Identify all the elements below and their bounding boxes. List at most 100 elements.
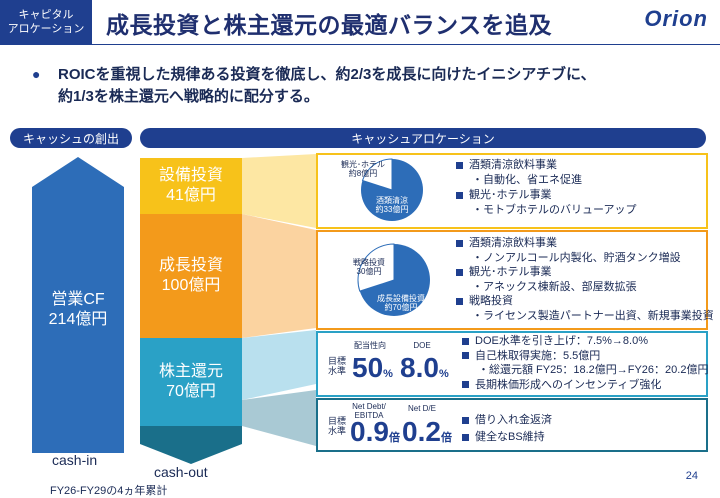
company-logo: Orion: [644, 6, 708, 31]
cash-in-arrow: [32, 157, 124, 453]
growth-item-5: 戦略投資: [456, 294, 714, 309]
square-bullet-icon: [456, 268, 463, 276]
section-tag: キャピタル アロケーション: [0, 0, 92, 44]
page-title: 成長投資と株主還元の最適バランスを追及: [106, 12, 553, 38]
summary-text: ROICを重視した規律ある投資を徹底し、約2/3を成長に向けたイニシアチブに、 …: [58, 64, 698, 108]
square-bullet-icon: [462, 416, 469, 424]
square-bullet-icon: [462, 381, 469, 389]
capex-item-3-text: 観光･ホテル事業: [469, 189, 552, 201]
cash-out-arrow: [140, 426, 242, 464]
debt-details: 借り入れ金返済 健全なBS維持: [462, 412, 552, 446]
debt-target-label: 目標 水準: [326, 416, 348, 436]
return-item-1-text: DOE水準を引き上げ：7.5%→8.0%: [475, 335, 648, 347]
growth-item-1-text: 酒類清涼飲料事業: [469, 237, 557, 249]
return-item-3: ・総還元額 FY25：18.2億円→FY26：20.2億円: [478, 364, 709, 376]
square-bullet-icon: [462, 433, 469, 441]
growth-item-3-text: 観光･ホテル事業: [469, 266, 552, 278]
return-segment: 株主還元 70億円: [140, 338, 242, 426]
growth-item-1: 酒類清涼飲料事業: [456, 236, 714, 251]
page-number: 24: [685, 470, 698, 482]
capex-item-2: ・自動化、省エネ促進: [472, 174, 582, 186]
debt-item-2: 健全なBS維持: [462, 429, 552, 446]
cash-allocation-header: キャッシュアロケーション: [140, 128, 706, 148]
net-de-label: Net D/E: [407, 404, 436, 413]
capex-pie-large-value: 約33億円: [375, 205, 409, 214]
capex-pie-small-slice: [361, 158, 393, 191]
capex-item-4: ・モトブホテルのバリューアップ: [472, 204, 637, 216]
growth-pie-large-label: 成長設備投資 約70億円: [366, 294, 436, 312]
net-debt-ebitda-value: 0.9: [350, 416, 389, 447]
square-bullet-icon: [462, 352, 469, 360]
capex-item-3: 観光･ホテル事業: [456, 188, 637, 203]
square-bullet-icon: [456, 297, 463, 305]
capex-pie-large-label: 酒類清涼 約33億円: [362, 196, 422, 214]
net-de-metric: 0.2倍: [402, 418, 452, 446]
return-item-4-text: 長期株価形成へのインセンティブ強化: [475, 378, 662, 391]
net-debt-ebitda-metric: 0.9倍: [350, 418, 400, 446]
net-debt-ebitda-label: Net Debt/ EBITDA: [346, 402, 392, 420]
growth-pie-large-value: 約70億円: [384, 303, 418, 312]
capex-name: 設備投資: [158, 167, 223, 184]
net-debt-ebitda-unit: 倍: [388, 432, 400, 444]
capex-item-1: 酒類清涼飲料事業: [456, 158, 637, 173]
debt-target-line1: 目標: [327, 416, 346, 426]
growth-segment: 成長投資 100億円: [140, 214, 242, 338]
capex-pie-chart: [361, 158, 423, 221]
return-target-line1: 目標: [327, 356, 346, 366]
doe-value: 8.0: [400, 352, 439, 383]
growth-pie-small-slice: [357, 243, 395, 292]
square-bullet-icon: [456, 161, 463, 169]
growth-amount: 100億円: [161, 277, 221, 294]
return-item-4: 長期株価形成へのインセンティブ強化: [462, 378, 708, 393]
summary-line-2: 約1/3を株主還元へ戦略的に配分する。: [58, 88, 319, 105]
debt-target-line2: 水準: [327, 426, 346, 436]
capex-pie-small-name: 観光･ホテル: [341, 160, 385, 169]
capex-details: 酒類清涼飲料事業 ・自動化、省エネ促進 観光･ホテル事業 ・モトブホテルのバリュ…: [456, 158, 637, 218]
growth-name: 成長投資: [158, 257, 223, 274]
net-de-value: 0.2: [402, 416, 441, 447]
doe-label: DOE: [413, 341, 431, 350]
growth-pie-large-name: 成長設備投資: [377, 294, 425, 303]
growth-pie-small-name: 戦略投資: [353, 258, 385, 267]
debt-panel: [316, 398, 708, 452]
period-note: FY26-FY29の4ヵ年累計: [50, 485, 168, 497]
growth-item-6: ・ライセンス製造パートナー出資、新規事業投資: [472, 309, 714, 322]
return-target-line2: 水準: [327, 366, 346, 376]
square-bullet-icon: [456, 239, 463, 247]
debt-item-1-text: 借り入れ金返済: [475, 414, 552, 426]
payout-ratio-value: 50: [352, 352, 384, 383]
payout-ratio-label: 配当性向: [354, 341, 386, 350]
capex-pie-large-name: 酒類清涼: [376, 196, 408, 205]
net-de-unit: 倍: [440, 432, 452, 444]
growth-item-3: 観光･ホテル事業: [456, 265, 714, 280]
return-name: 株主還元: [158, 363, 223, 380]
return-target-label: 目標 水準: [326, 356, 348, 376]
payout-ratio-metric: 50%: [352, 354, 393, 382]
operating-cf-title: 営業CF: [51, 291, 105, 308]
growth-pie-chart: [357, 243, 430, 316]
section-tag-line1: キャピタル: [18, 9, 74, 21]
cash-out-caption: cash-out: [154, 464, 208, 480]
cash-in-caption: cash-in: [52, 452, 98, 468]
cash-creation-header: キャッシュの創出: [10, 128, 132, 148]
doe-unit: %: [438, 368, 449, 380]
square-bullet-icon: [462, 337, 469, 345]
capex-amount: 41億円: [166, 187, 216, 204]
header-divider: [0, 44, 720, 45]
debt-item-1: 借り入れ金返済: [462, 412, 552, 429]
doe-metric: 8.0%: [400, 354, 449, 382]
return-amount: 70億円: [166, 383, 216, 400]
growth-details: 酒類清涼飲料事業 ・ノンアルコール内製化、貯酒タンク増設 観光･ホテル事業 ・ア…: [456, 236, 714, 323]
capex-item-1-text: 酒類清涼飲料事業: [469, 159, 557, 171]
debt-item-2-text: 健全なBS維持: [475, 431, 545, 443]
growth-item-5-text: 戦略投資: [469, 295, 513, 307]
growth-item-2: ・ノンアルコール内製化、貯酒タンク増設: [472, 251, 681, 264]
operating-cf-amount: 214億円: [48, 311, 108, 328]
growth-pie-small-value: 30億円: [356, 267, 382, 276]
net-debt-ebitda-label-line2: EBITDA: [354, 411, 384, 420]
growth-item-4: ・アネックス棟新設、部屋数拡張: [472, 280, 637, 293]
return-item-2: 自己株取得実施：5.5億円: [462, 349, 708, 364]
net-debt-ebitda-label-line1: Net Debt/: [352, 402, 386, 411]
operating-cf-label: 営業CF 214億円: [28, 290, 128, 330]
summary-line-1: ROICを重視した規律ある投資を徹底し、約2/3を成長に向けたイニシアチブに、: [58, 66, 596, 83]
